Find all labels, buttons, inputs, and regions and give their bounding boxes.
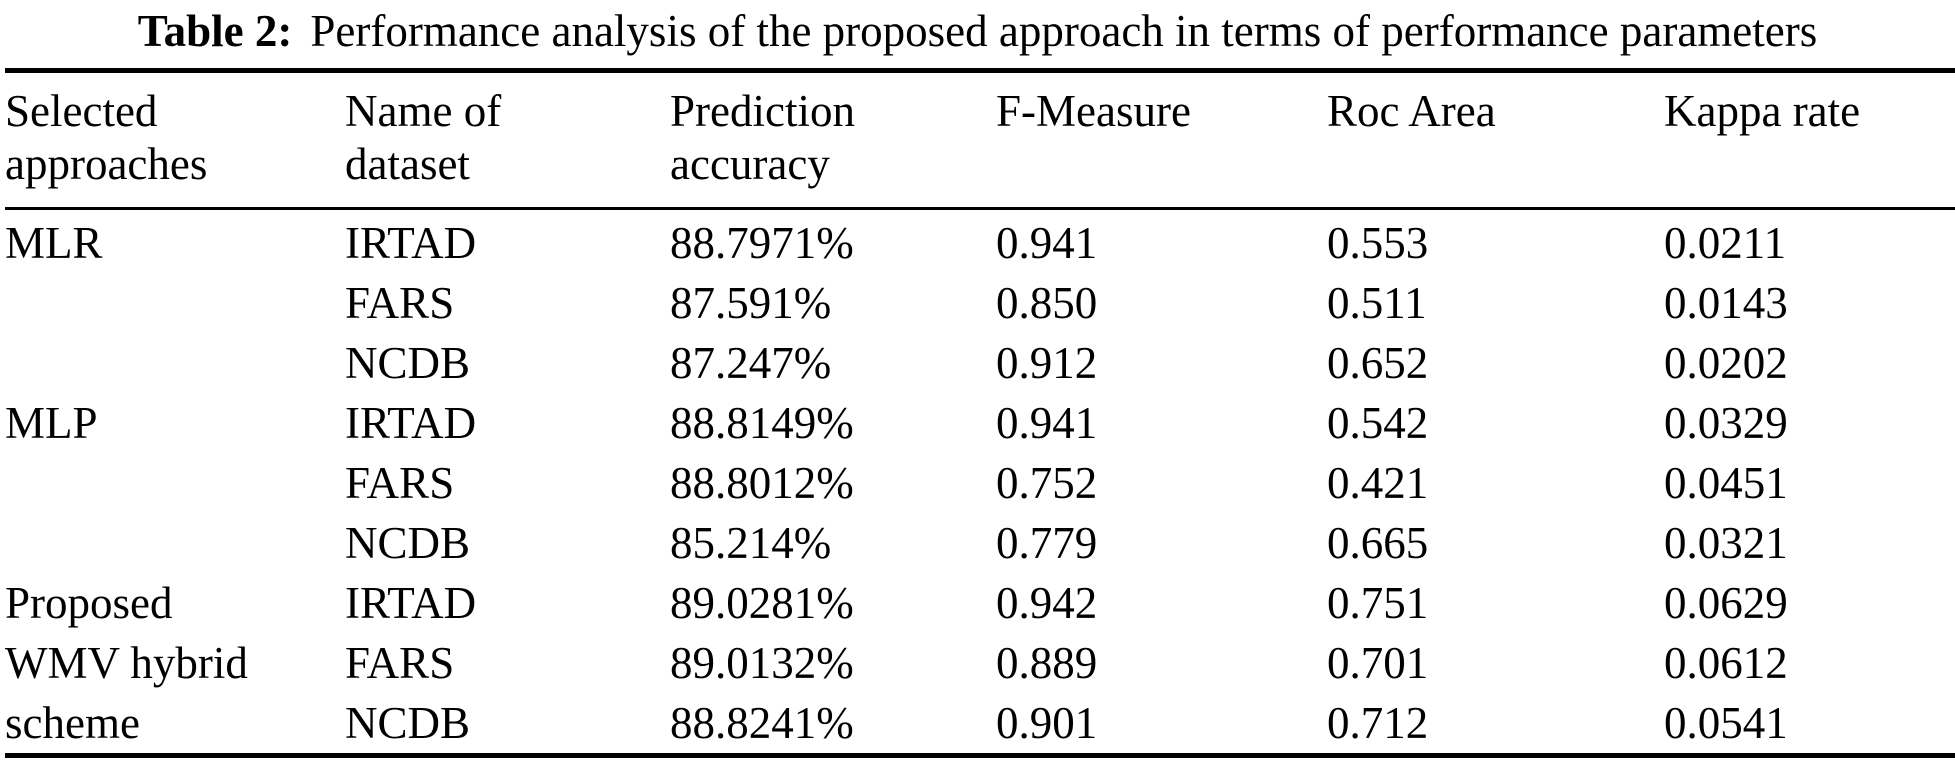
prediction-accuracy-cell: 88.7971% bbox=[670, 218, 854, 268]
column-header-kappa-rate: Kappa rate bbox=[1664, 70, 1955, 210]
table-row-proposed-fars: FARS 89.0132% 0.889 0.701 0.0612 bbox=[5, 633, 1955, 693]
table-caption-label: Table 2: bbox=[137, 6, 293, 56]
roc-area-cell: 0.652 bbox=[1327, 338, 1429, 388]
column-header-f-measure: F-Measure bbox=[996, 70, 1327, 210]
table-caption: Table 2: Performance analysis of the prop… bbox=[0, 0, 1955, 60]
roc-area-cell: 0.701 bbox=[1327, 638, 1429, 688]
prediction-accuracy-cell: 88.8012% bbox=[670, 458, 854, 508]
dataset-cell: NCDB bbox=[345, 698, 471, 748]
kappa-rate-cell: 0.0202 bbox=[1664, 338, 1788, 388]
kappa-rate-cell: 0.0329 bbox=[1664, 398, 1788, 448]
dataset-cell: NCDB bbox=[345, 338, 471, 388]
table-header-row: Selected approaches Name of dataset Pred… bbox=[5, 70, 1955, 210]
f-measure-cell: 0.889 bbox=[996, 638, 1098, 688]
kappa-rate-cell: 0.0612 bbox=[1664, 638, 1788, 688]
roc-area-cell: 0.542 bbox=[1327, 398, 1429, 448]
dataset-cell: IRTAD bbox=[345, 398, 477, 448]
kappa-rate-cell: 0.0211 bbox=[1664, 218, 1787, 268]
f-measure-cell: 0.779 bbox=[996, 518, 1098, 568]
table-row-mlr-irtad: MLR IRTAD 88.7971% 0.941 0.553 0.0211 bbox=[5, 209, 1955, 274]
f-measure-cell: 0.901 bbox=[996, 698, 1098, 748]
dataset-cell: FARS bbox=[345, 278, 455, 328]
approach-cell-mlr: MLR bbox=[5, 218, 103, 268]
approach-cell-mlp: MLP bbox=[5, 398, 98, 448]
prediction-accuracy-cell: 85.214% bbox=[670, 518, 832, 568]
table-row-mlr-ncdb: NCDB 87.247% 0.912 0.652 0.0202 bbox=[5, 333, 1955, 393]
roc-area-cell: 0.751 bbox=[1327, 578, 1429, 628]
prediction-accuracy-cell: 89.0281% bbox=[670, 578, 854, 628]
prediction-accuracy-cell: 88.8149% bbox=[670, 398, 854, 448]
approach-cell-proposed-wmv-hybrid-scheme: Proposed WMV hybrid scheme bbox=[5, 578, 248, 748]
dataset-cell: NCDB bbox=[345, 518, 471, 568]
table-row-mlp-ncdb: NCDB 85.214% 0.779 0.665 0.0321 bbox=[5, 513, 1955, 573]
f-measure-cell: 0.912 bbox=[996, 338, 1098, 388]
table-row-mlp-fars: FARS 88.8012% 0.752 0.421 0.0451 bbox=[5, 453, 1955, 513]
kappa-rate-cell: 0.0451 bbox=[1664, 458, 1788, 508]
f-measure-cell: 0.752 bbox=[996, 458, 1098, 508]
table-row-proposed-irtad: Proposed WMV hybrid scheme IRTAD 89.0281… bbox=[5, 573, 1955, 748]
f-measure-cell: 0.941 bbox=[996, 218, 1098, 268]
kappa-rate-cell: 0.0143 bbox=[1664, 278, 1788, 328]
column-header-prediction-accuracy: Prediction accuracy bbox=[670, 70, 996, 210]
dataset-cell: IRTAD bbox=[345, 578, 477, 628]
f-measure-cell: 0.942 bbox=[996, 578, 1098, 628]
performance-table: Selected approaches Name of dataset Pred… bbox=[5, 68, 1955, 758]
column-header-name-of-dataset: Name of dataset bbox=[345, 70, 670, 210]
table-row-mlp-irtad: MLP IRTAD 88.8149% 0.941 0.542 0.0329 bbox=[5, 393, 1955, 453]
roc-area-cell: 0.553 bbox=[1327, 218, 1429, 268]
table-caption-text: Performance analysis of the proposed app… bbox=[310, 6, 1818, 56]
roc-area-cell: 0.511 bbox=[1327, 278, 1427, 328]
kappa-rate-cell: 0.0541 bbox=[1664, 698, 1788, 748]
roc-area-cell: 0.665 bbox=[1327, 518, 1429, 568]
kappa-rate-cell: 0.0629 bbox=[1664, 578, 1788, 628]
kappa-rate-cell: 0.0321 bbox=[1664, 518, 1788, 568]
prediction-accuracy-cell: 87.247% bbox=[670, 338, 832, 388]
table-row-mlr-fars: FARS 87.591% 0.850 0.511 0.0143 bbox=[5, 273, 1955, 333]
roc-area-cell: 0.712 bbox=[1327, 698, 1429, 748]
prediction-accuracy-cell: 89.0132% bbox=[670, 638, 854, 688]
roc-area-cell: 0.421 bbox=[1327, 458, 1429, 508]
dataset-cell: IRTAD bbox=[345, 218, 477, 268]
f-measure-cell: 0.850 bbox=[996, 278, 1098, 328]
column-header-selected-approaches: Selected approaches bbox=[5, 70, 345, 210]
column-header-roc-area: Roc Area bbox=[1327, 70, 1664, 210]
prediction-accuracy-cell: 88.8241% bbox=[670, 698, 854, 748]
table-row-proposed-ncdb: NCDB 88.8241% 0.901 0.712 0.0541 bbox=[5, 693, 1955, 756]
dataset-cell: FARS bbox=[345, 638, 455, 688]
dataset-cell: FARS bbox=[345, 458, 455, 508]
prediction-accuracy-cell: 87.591% bbox=[670, 278, 832, 328]
f-measure-cell: 0.941 bbox=[996, 398, 1098, 448]
